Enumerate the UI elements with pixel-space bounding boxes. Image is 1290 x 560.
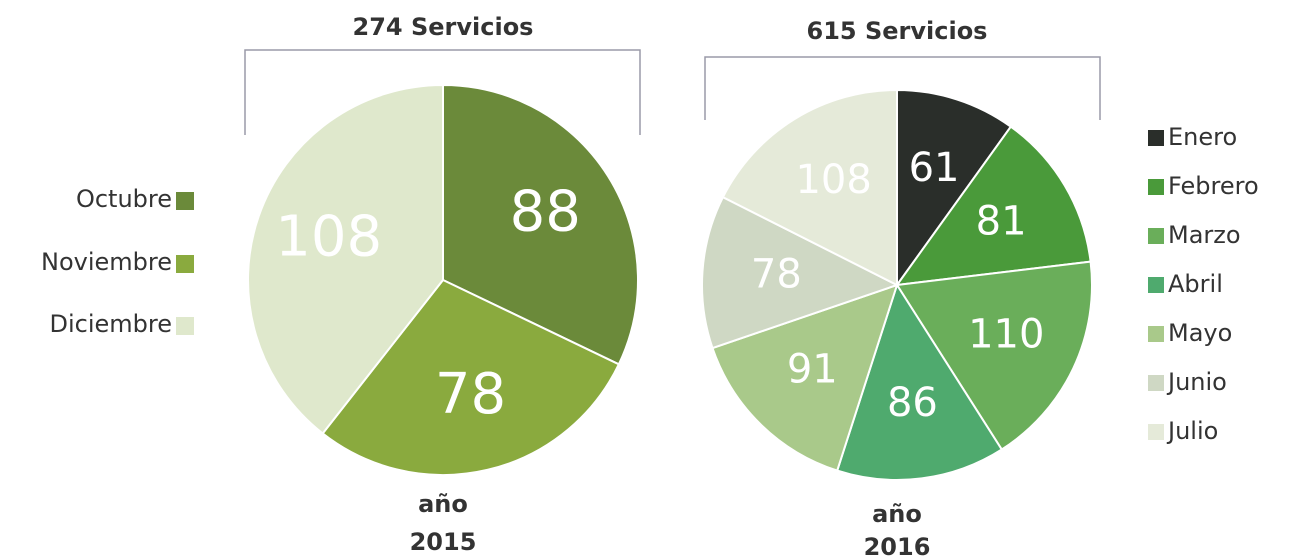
data-label: 78 — [751, 252, 802, 298]
data-label: 78 — [435, 362, 506, 427]
legend-label: Mayo — [1168, 319, 1232, 347]
chart-title: 274 Servicios — [353, 13, 534, 41]
legend-label: Octubre — [76, 185, 172, 213]
legend-label: Diciembre — [50, 310, 173, 338]
caption: 2015 — [410, 528, 477, 556]
legend-label: Marzo — [1168, 221, 1241, 249]
data-label: 81 — [976, 198, 1027, 244]
legend-swatch — [1148, 228, 1164, 244]
pie-slice — [895, 260, 1094, 451]
legend-label: Enero — [1168, 123, 1237, 151]
legend-swatch — [1148, 424, 1164, 440]
data-label: 61 — [909, 145, 960, 191]
legend-label: Febrero — [1168, 172, 1259, 200]
data-label: 86 — [887, 380, 938, 426]
chart-title: 615 Servicios — [807, 17, 988, 45]
legend-label: Julio — [1166, 417, 1218, 445]
legend-swatch — [1148, 130, 1164, 146]
legend-label: Noviembre — [41, 248, 172, 276]
pie-slice — [321, 278, 621, 476]
data-label: 108 — [275, 205, 382, 270]
pie-slice — [835, 282, 1004, 481]
pie-slice — [894, 125, 1092, 287]
pie-slice — [721, 88, 898, 287]
caption: año — [872, 500, 922, 528]
bracket — [244, 49, 641, 135]
legend-swatch — [1148, 277, 1164, 293]
legend-label: Junio — [1166, 368, 1227, 396]
bracket — [704, 56, 1101, 120]
caption: año — [418, 490, 468, 518]
data-label: 91 — [787, 346, 838, 392]
data-label: 110 — [968, 312, 1044, 358]
data-label: 88 — [510, 180, 581, 245]
legend-swatch — [176, 255, 194, 273]
pie-slice — [896, 88, 1013, 289]
pie-slice — [247, 83, 444, 435]
legend-swatch — [1148, 179, 1164, 195]
legend-label: Abril — [1168, 270, 1223, 298]
legend-swatch — [176, 192, 194, 210]
data-label: 108 — [795, 157, 871, 203]
legend-swatch — [176, 317, 194, 335]
pie-slice — [442, 83, 639, 366]
legend-swatch — [1148, 326, 1164, 342]
caption: 2016 — [864, 533, 931, 560]
pie-slice — [711, 283, 899, 472]
pie-slice — [701, 195, 900, 350]
legend-swatch — [1148, 375, 1164, 391]
